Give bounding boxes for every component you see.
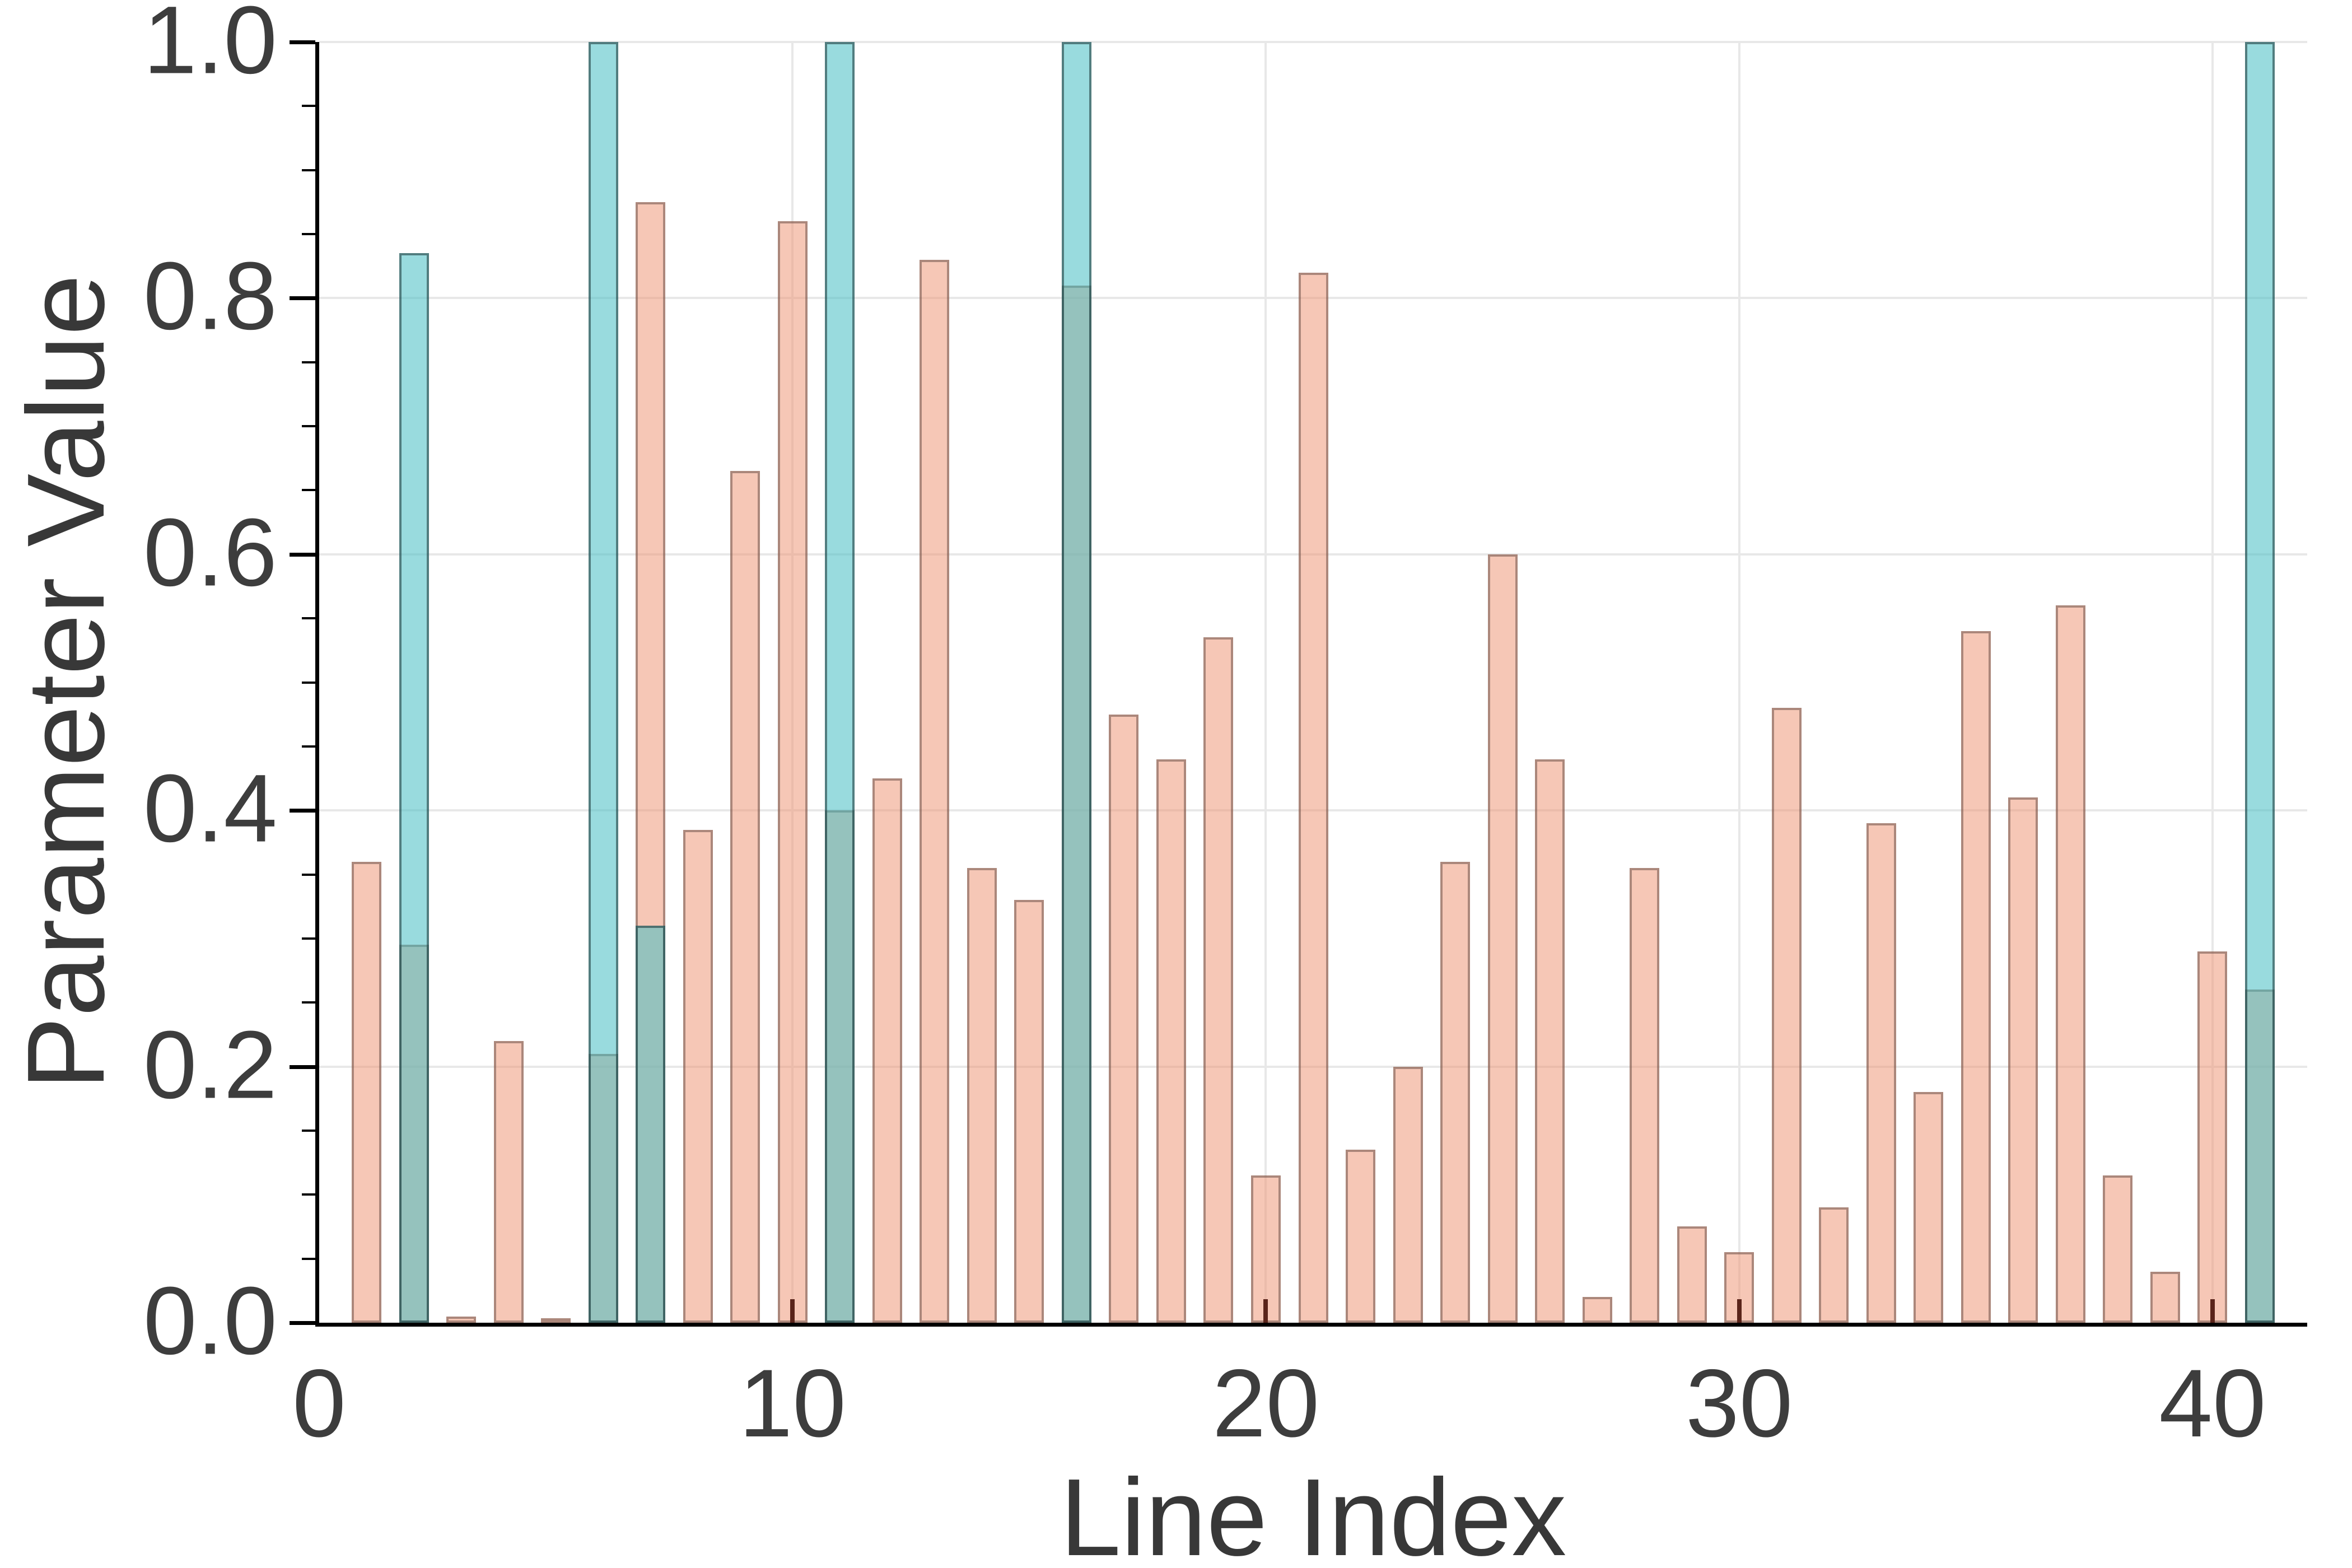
v-gridline-40 (2211, 42, 2214, 1323)
bar-series1-x14 (967, 868, 997, 1323)
bar-series2-x7 (636, 926, 666, 1323)
bar-series1-x36 (2008, 797, 2038, 1323)
y-major-tick-0 (290, 1321, 315, 1325)
bar-series1-x27 (1582, 1297, 1612, 1323)
bar-series1-x5 (541, 1318, 571, 1323)
y-tick-label-0.0: 0.0 (143, 1267, 277, 1375)
bar-series1-x12 (872, 778, 902, 1323)
bar-series1-x26 (1535, 759, 1565, 1323)
bar-series1-x18 (1156, 759, 1186, 1323)
bar-series2-x41 (2244, 42, 2275, 1323)
bar-series1-x10 (777, 221, 808, 1323)
bar-series1-x33 (1866, 823, 1896, 1323)
bar-series1-x21 (1298, 272, 1328, 1323)
bar-series1-x3 (446, 1316, 477, 1323)
y-major-tick-1 (290, 40, 315, 44)
x-tick-label-10: 10 (739, 1350, 846, 1457)
x-axis-title: Line Index (1060, 1456, 1567, 1568)
y-tick-label-0.4: 0.4 (143, 754, 277, 862)
bar-series2-x6 (588, 42, 618, 1323)
x-tick-label-20: 20 (1212, 1350, 1320, 1457)
v-gridline-20 (1264, 42, 1267, 1323)
v-gridline-30 (1738, 42, 1740, 1323)
bar-series1-x35 (1961, 631, 1991, 1323)
bar-series1-x29 (1677, 1226, 1707, 1323)
bar-series1-x32 (1819, 1207, 1849, 1323)
x-inside-tick-30 (1737, 1299, 1742, 1323)
y-minor-tick (302, 361, 315, 363)
y-minor-tick (302, 169, 315, 171)
y-tick-label-0.8: 0.8 (143, 242, 277, 350)
y-minor-tick (302, 425, 315, 428)
y-minor-tick (302, 1001, 315, 1004)
bar-series1-x39 (2150, 1271, 2180, 1323)
y-minor-tick (302, 233, 315, 236)
y-major-tick-0.6 (290, 552, 315, 557)
bar-series2-x16 (1061, 42, 1091, 1323)
bar-series1-x24 (1440, 861, 1471, 1323)
bar-series1-x40 (2197, 951, 2228, 1323)
y-tick-label-0.2: 0.2 (143, 1011, 277, 1119)
y-major-tick-0.4 (290, 809, 315, 813)
y-minor-tick (302, 489, 315, 492)
bar-series1-x28 (1630, 868, 1660, 1323)
y-minor-tick (302, 937, 315, 940)
bar-series2-x11 (825, 42, 855, 1323)
bar-series2-x2 (399, 253, 429, 1323)
bar-series1-x17 (1109, 714, 1139, 1323)
bar-series1-x4 (493, 1040, 524, 1323)
y-tick-label-0.6: 0.6 (143, 498, 277, 606)
bar-series1-x13 (920, 259, 950, 1323)
bar-series1-x22 (1346, 1150, 1376, 1323)
y-minor-tick (302, 105, 315, 108)
y-minor-tick (302, 617, 315, 620)
x-inside-tick-40 (2210, 1299, 2215, 1323)
y-major-tick-0.8 (290, 296, 315, 301)
bar-series1-x20 (1250, 1175, 1281, 1323)
y-minor-tick (302, 1129, 315, 1132)
y-minor-tick (302, 1257, 315, 1260)
y-minor-tick (302, 745, 315, 748)
x-tick-label-30: 30 (1686, 1350, 1793, 1457)
bar-series1-x8 (683, 829, 713, 1323)
bar-series1-x1 (352, 861, 382, 1323)
y-minor-tick (302, 681, 315, 684)
bar-series1-x23 (1393, 1066, 1423, 1323)
bar-series1-x19 (1203, 637, 1234, 1323)
bar-series1-x9 (730, 471, 760, 1323)
bar-series1-x31 (1771, 708, 1802, 1323)
y-minor-tick (302, 1193, 315, 1196)
bar-series1-x34 (1914, 1092, 1944, 1323)
y-major-tick-0.2 (290, 1065, 315, 1069)
x-inside-tick-10 (790, 1299, 795, 1323)
x-axis-spine (315, 1323, 2307, 1327)
bar-series1-x38 (2103, 1175, 2133, 1323)
y-axis-title: Parameter Value (4, 274, 127, 1090)
bar-series1-x25 (1487, 554, 1518, 1323)
h-gridline-1 (319, 41, 2307, 43)
y-tick-label-1.0: 1.0 (143, 0, 277, 94)
y-axis-spine (315, 42, 319, 1327)
bar-series1-x37 (2055, 605, 2085, 1323)
x-tick-label-40: 40 (2159, 1350, 2266, 1457)
bar-series1-x15 (1014, 900, 1044, 1323)
x-inside-tick-20 (1263, 1299, 1268, 1323)
plot-area (319, 41, 2307, 1323)
y-minor-tick (302, 873, 315, 876)
x-tick-label-0: 0 (292, 1350, 346, 1457)
